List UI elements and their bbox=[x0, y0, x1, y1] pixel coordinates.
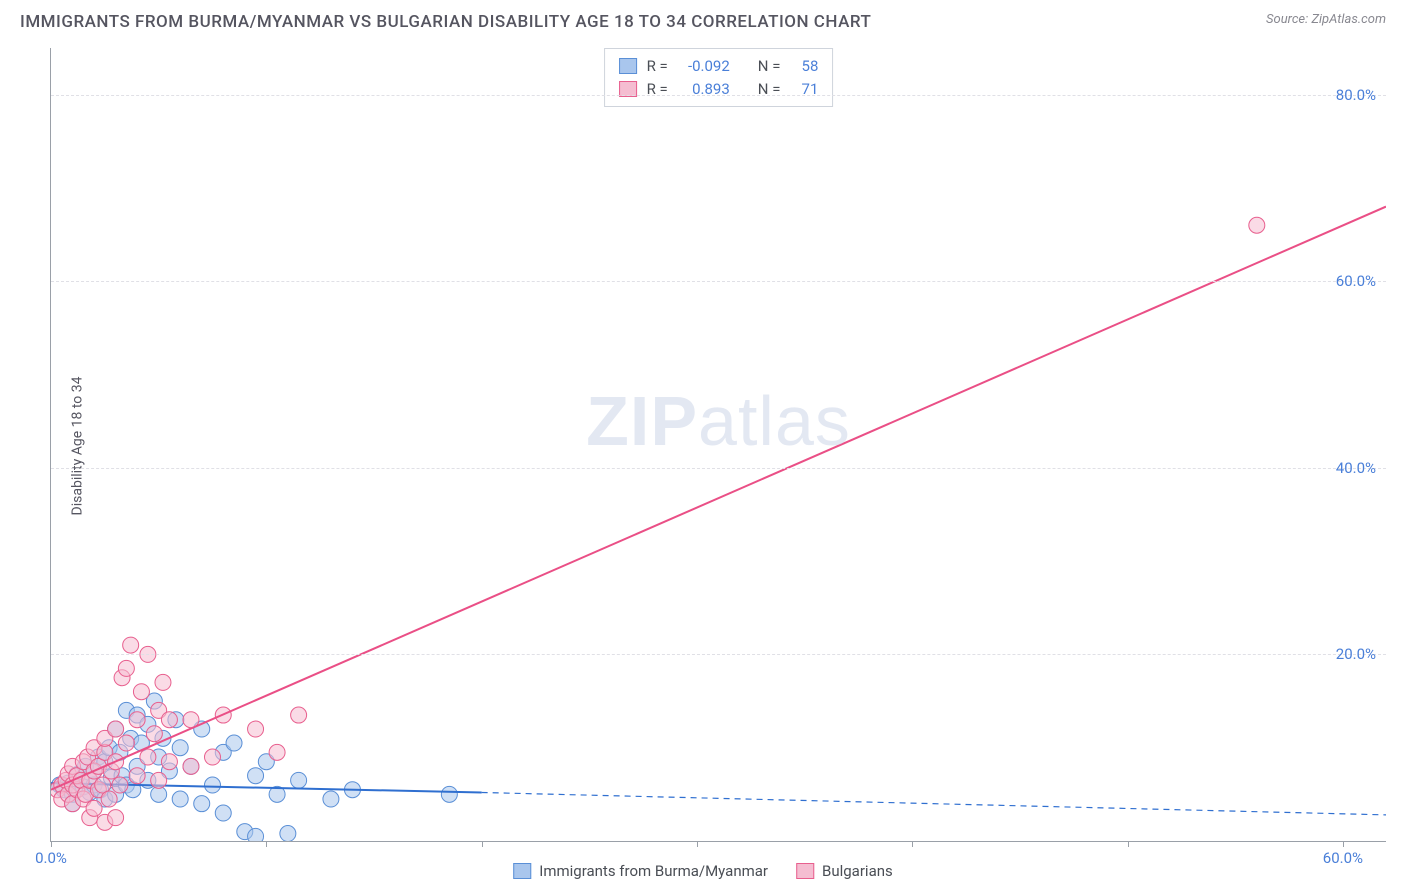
r-label: R = bbox=[647, 55, 668, 78]
y-tick-label: 60.0% bbox=[1336, 272, 1376, 290]
data-point-bulgarian bbox=[161, 754, 177, 770]
n-value-burma: 58 bbox=[790, 55, 818, 78]
data-point-bulgarian bbox=[204, 749, 220, 765]
data-point-bulgarian bbox=[133, 684, 149, 700]
source-attribution: Source: ZipAtlas.com bbox=[1266, 12, 1386, 27]
gridline bbox=[51, 95, 1386, 96]
data-point-bulgarian bbox=[1249, 217, 1265, 233]
data-point-burma bbox=[248, 768, 264, 784]
data-point-burma bbox=[291, 772, 307, 788]
data-point-burma bbox=[215, 805, 231, 821]
stats-row-burma: R = -0.092 N = 58 bbox=[619, 55, 819, 78]
data-point-bulgarian bbox=[183, 758, 199, 774]
x-tick bbox=[697, 841, 698, 847]
legend-label-burma: Immigrants from Burma/Myanmar bbox=[539, 862, 768, 880]
legend-swatch-bulgarian bbox=[796, 863, 814, 879]
data-point-burma bbox=[226, 735, 242, 751]
x-tick bbox=[912, 841, 913, 847]
x-tick bbox=[266, 841, 267, 847]
source-name: ZipAtlas.com bbox=[1311, 12, 1386, 27]
data-point-bulgarian bbox=[248, 721, 264, 737]
stats-row-bulgarian: R = 0.893 N = 71 bbox=[619, 78, 819, 101]
data-point-bulgarian bbox=[118, 660, 134, 676]
correlation-stats-box: R = -0.092 N = 58 R = 0.893 N = 71 bbox=[604, 48, 834, 107]
data-point-burma bbox=[441, 786, 457, 802]
data-point-bulgarian bbox=[112, 777, 128, 793]
legend-label-bulgarian: Bulgarians bbox=[822, 862, 893, 880]
data-point-bulgarian bbox=[123, 637, 139, 653]
source-label: Source: bbox=[1266, 12, 1311, 27]
data-point-bulgarian bbox=[269, 744, 285, 760]
data-point-bulgarian bbox=[118, 735, 134, 751]
data-point-bulgarian bbox=[155, 674, 171, 690]
gridline bbox=[51, 468, 1386, 469]
r-label: R = bbox=[647, 78, 668, 101]
x-tick-label: 0.0% bbox=[35, 849, 67, 867]
data-point-bulgarian bbox=[129, 768, 145, 784]
x-tick bbox=[1128, 841, 1129, 847]
gridline bbox=[51, 281, 1386, 282]
data-point-burma bbox=[204, 777, 220, 793]
data-point-burma bbox=[248, 828, 264, 841]
data-point-bulgarian bbox=[86, 800, 102, 816]
data-point-burma bbox=[323, 791, 339, 807]
chart-title: IMMIGRANTS FROM BURMA/MYANMAR VS BULGARI… bbox=[20, 12, 871, 32]
data-point-bulgarian bbox=[140, 749, 156, 765]
data-point-bulgarian bbox=[129, 712, 145, 728]
n-label: N = bbox=[758, 78, 781, 101]
n-label: N = bbox=[758, 55, 781, 78]
data-point-bulgarian bbox=[108, 721, 124, 737]
n-value-bulgarian: 71 bbox=[790, 78, 818, 101]
r-value-bulgarian: 0.893 bbox=[678, 78, 730, 101]
data-point-burma bbox=[194, 796, 210, 812]
trend-line-extension-burma bbox=[482, 792, 1386, 814]
gridline bbox=[51, 654, 1386, 655]
y-tick-label: 20.0% bbox=[1336, 645, 1376, 663]
x-tick bbox=[51, 841, 52, 847]
data-point-burma bbox=[172, 740, 188, 756]
trend-line-bulgarian bbox=[51, 207, 1386, 790]
legend-item-burma: Immigrants from Burma/Myanmar bbox=[513, 862, 768, 880]
legend-item-bulgarian: Bulgarians bbox=[796, 862, 893, 880]
data-point-burma bbox=[172, 791, 188, 807]
data-point-bulgarian bbox=[146, 726, 162, 742]
x-tick bbox=[1343, 841, 1344, 847]
data-point-bulgarian bbox=[291, 707, 307, 723]
data-point-burma bbox=[280, 826, 296, 841]
chart-plot-area: ZIPatlas R =-0.092N =58R =0.893N =71 20.… bbox=[50, 48, 1386, 842]
data-point-bulgarian bbox=[108, 810, 124, 826]
legend-swatch-burma bbox=[619, 58, 637, 74]
y-tick-label: 80.0% bbox=[1336, 86, 1376, 104]
bottom-legend: Immigrants from Burma/Myanmar Bulgarians bbox=[513, 862, 893, 880]
data-point-bulgarian bbox=[151, 772, 167, 788]
scatter-plot-svg bbox=[51, 48, 1386, 841]
data-point-bulgarian bbox=[101, 791, 117, 807]
x-tick-label: 60.0% bbox=[1323, 849, 1363, 867]
legend-swatch-burma bbox=[513, 863, 531, 879]
data-point-bulgarian bbox=[161, 712, 177, 728]
r-value-burma: -0.092 bbox=[678, 55, 730, 78]
y-tick-label: 40.0% bbox=[1336, 459, 1376, 477]
x-tick bbox=[482, 841, 483, 847]
